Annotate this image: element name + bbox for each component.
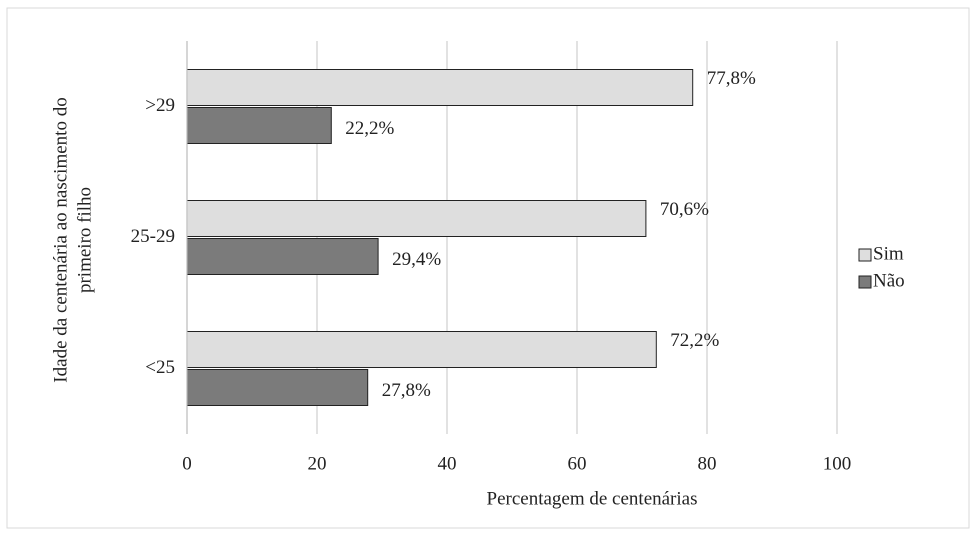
bar [186, 238, 379, 275]
y-tick-label: <25 [145, 357, 175, 378]
legend-label: Não [873, 270, 905, 291]
value-label: 29,4% [392, 249, 441, 270]
x-tick-label: 100 [823, 453, 852, 474]
y-tick-label: 25-29 [131, 226, 175, 247]
bar [186, 200, 647, 237]
x-tick-label: 60 [568, 453, 587, 474]
x-tick-label: 80 [698, 453, 717, 474]
y-axis-label: primeiro filho [74, 187, 95, 293]
bar [186, 69, 694, 106]
legend-swatch [858, 275, 872, 289]
legend-swatch [858, 248, 872, 262]
x-tick-label: 0 [182, 453, 192, 474]
y-axis-label: Idade da centenária ao nascimento do [50, 97, 71, 382]
y-tick-label: >29 [145, 95, 175, 116]
value-label: 77,8% [707, 68, 756, 89]
x-axis-label: Percentagem de centenárias [487, 488, 698, 509]
value-label: 27,8% [382, 380, 431, 401]
legend-label: Sim [873, 243, 904, 264]
value-label: 72,2% [670, 330, 719, 351]
bar [186, 107, 332, 144]
value-label: 22,2% [345, 118, 394, 139]
bar [186, 331, 657, 368]
x-tick-label: 20 [308, 453, 327, 474]
x-tick-label: 40 [438, 453, 457, 474]
value-label: 70,6% [660, 199, 709, 220]
bar [186, 369, 369, 406]
